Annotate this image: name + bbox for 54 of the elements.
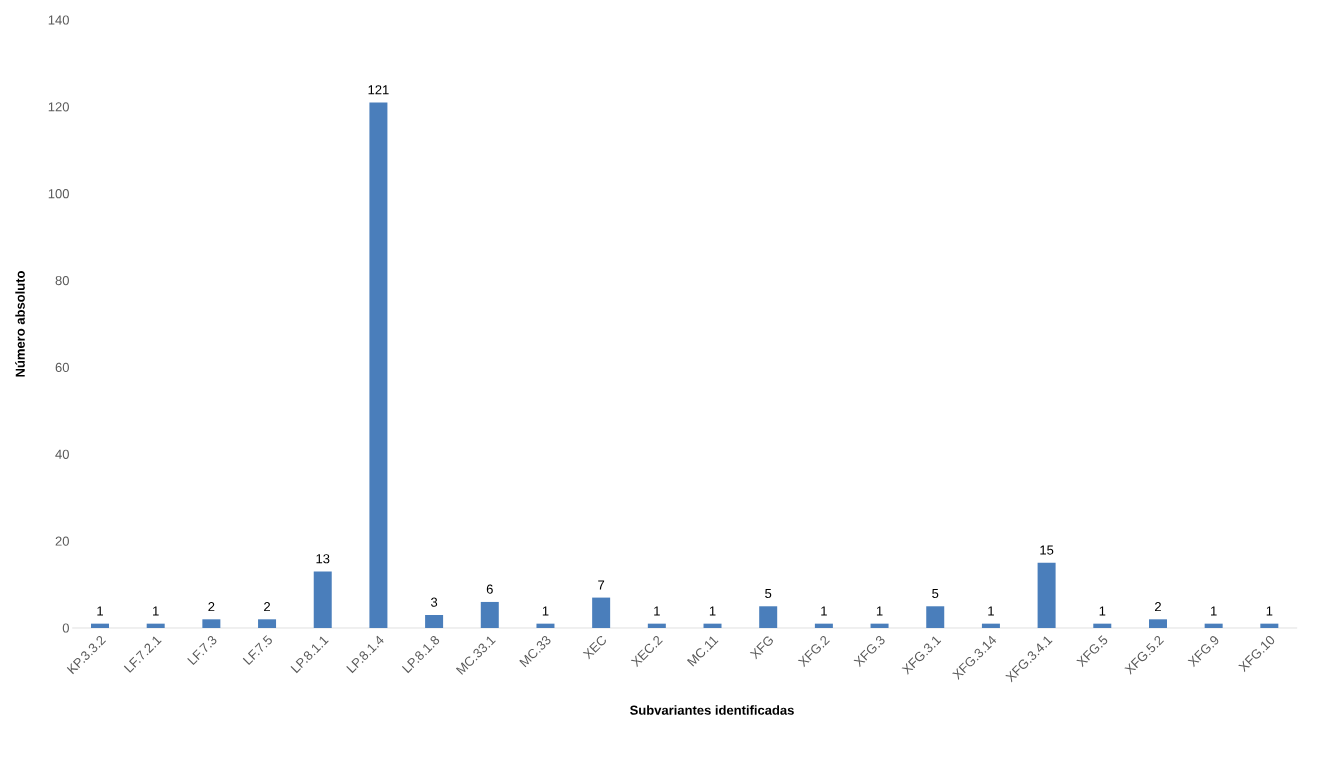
- bar: [1204, 623, 1223, 628]
- bar: [759, 606, 778, 628]
- bar: [202, 619, 221, 628]
- data-label: 13: [316, 554, 330, 564]
- data-label: 121: [368, 85, 389, 95]
- bar: [1260, 623, 1279, 628]
- bar: [647, 623, 666, 628]
- bar: [1148, 619, 1167, 628]
- y-tick-label: 60: [55, 362, 69, 373]
- y-tick-label: 140: [48, 15, 69, 25]
- y-tick-label: 0: [62, 623, 69, 633]
- bar: [425, 614, 444, 628]
- bar: [258, 619, 277, 628]
- data-label: 7: [598, 580, 605, 590]
- y-tick-label: 120: [48, 102, 69, 112]
- data-label: 1: [1266, 606, 1273, 616]
- data-label: 1: [654, 606, 660, 616]
- data-label: 1: [988, 606, 994, 616]
- data-label: 6: [486, 584, 493, 594]
- data-label: 1: [709, 606, 716, 616]
- bar: [313, 571, 332, 628]
- y-axis-title: Número absoluto: [15, 271, 25, 377]
- bar: [369, 102, 388, 628]
- data-label: 5: [765, 589, 772, 599]
- bar: [1037, 562, 1056, 628]
- data-label: 15: [1040, 545, 1054, 555]
- data-label: 2: [208, 602, 215, 612]
- bar: [1093, 623, 1112, 628]
- bar: [146, 623, 165, 628]
- x-axis-title: Subvariantes identificadas: [630, 705, 794, 715]
- bar: [480, 601, 499, 628]
- data-label: 1: [542, 606, 549, 616]
- bar: [926, 606, 945, 628]
- data-label: 1: [153, 606, 159, 616]
- data-label: 2: [264, 602, 271, 612]
- data-label: 1: [1099, 606, 1106, 616]
- bar: [703, 623, 722, 628]
- y-tick-label: 40: [55, 449, 69, 459]
- data-label: 1: [876, 606, 883, 616]
- bar: [981, 623, 1000, 628]
- bar: [870, 623, 889, 628]
- data-label: 5: [932, 589, 939, 599]
- y-tick-label: 20: [55, 536, 69, 546]
- y-tick-label: 80: [55, 275, 69, 286]
- bar: [536, 623, 555, 628]
- data-label: 1: [1211, 606, 1217, 616]
- bar: [91, 623, 109, 628]
- data-label: 3: [430, 597, 438, 607]
- data-label: 1: [821, 606, 827, 616]
- bar: [592, 597, 611, 628]
- data-label: 1: [97, 606, 103, 616]
- y-tick-label: 100: [48, 189, 69, 199]
- data-label: 2: [1155, 602, 1161, 612]
- bar: [814, 623, 833, 628]
